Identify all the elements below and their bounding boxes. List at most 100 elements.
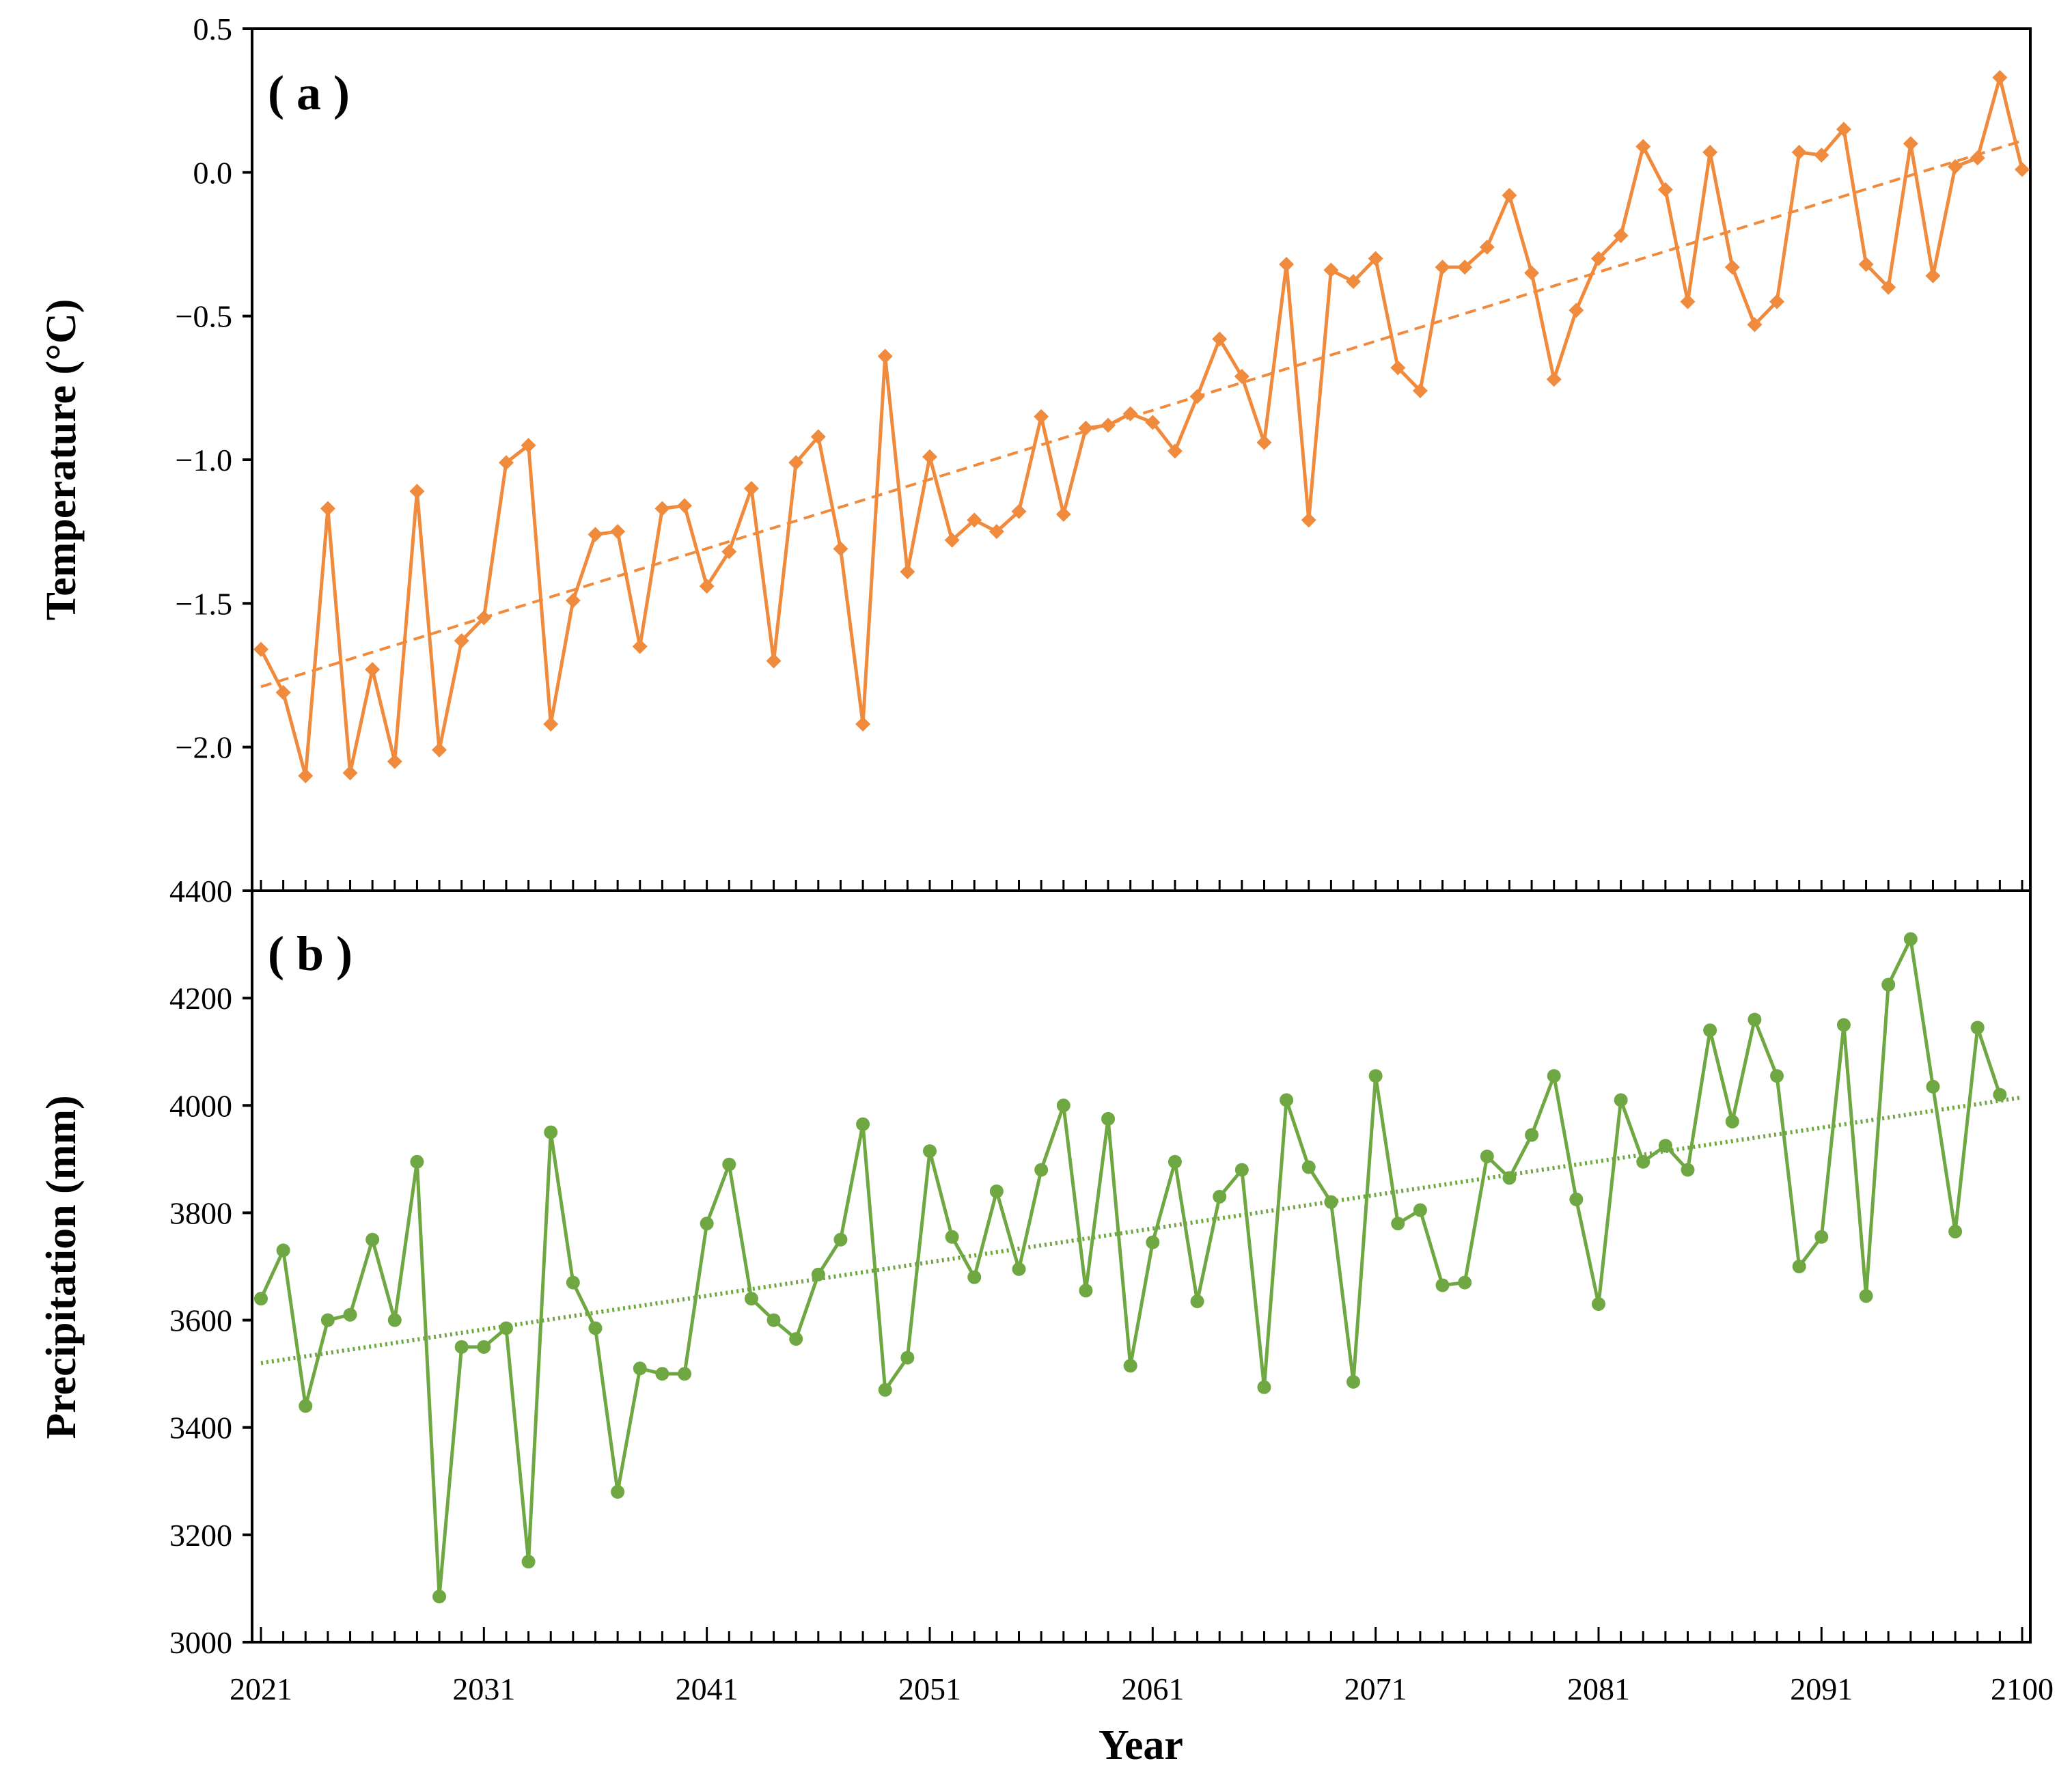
temperature-data-point (1412, 383, 1428, 399)
temperature-data-point (1546, 372, 1562, 387)
precipitation-data-point (722, 1157, 736, 1172)
temperature-y-tick-label: 0.0 (193, 155, 233, 190)
precipitation-data-point (544, 1125, 558, 1139)
temperature-data-point (342, 765, 358, 781)
precipitation-data-point (521, 1555, 536, 1569)
temperature-data-point (989, 524, 1004, 540)
precipitation-data-point (1658, 1139, 1672, 1153)
precipitation-data-point (1034, 1163, 1049, 1177)
precipitation-data-point (432, 1590, 447, 1604)
precipitation-data-point (878, 1383, 892, 1397)
precipitation-data-point (678, 1367, 692, 1381)
temperature-data-point (1390, 360, 1406, 376)
precipitation-data-point (1636, 1154, 1650, 1169)
temperature-data-point (1279, 256, 1295, 272)
temperature-data-point (900, 564, 915, 580)
temperature-y-tick-label: −0.5 (176, 299, 232, 334)
precipitation-data-point (1168, 1154, 1182, 1169)
temperature-data-point (543, 717, 559, 732)
precipitation-data-point (833, 1232, 848, 1247)
precipitation-data-point (1681, 1163, 1695, 1177)
precipitation-data-point (299, 1399, 313, 1413)
temperature-panel: 0.5 0.0 −0.5 −1.0 −1.5 −2.0 ( a ) Temperature… (38, 12, 2032, 892)
temperature-data-point (1858, 256, 1874, 272)
temperature-data-point (1479, 239, 1495, 255)
temperature-data-point (632, 639, 648, 654)
precipitation-data-point (900, 1350, 915, 1365)
temperature-y-tick-label: −2.0 (176, 730, 232, 765)
x-tick-label: 2031 (452, 1672, 515, 1706)
temperature-data-point (1836, 122, 1851, 137)
temperature-data-point (1323, 262, 1339, 278)
precipitation-y-tick-label: 4400 (169, 874, 232, 909)
temperature-y-tick-label: −1.5 (176, 586, 232, 621)
temperature-data-point (365, 662, 381, 678)
temperature-data-point (922, 449, 937, 465)
temperature-data-point (1055, 506, 1071, 522)
precipitation-data-point (789, 1332, 803, 1346)
temperature-x-ticks (260, 880, 2023, 891)
temperature-data-point (253, 641, 268, 657)
temperature-data-point (565, 593, 581, 609)
precipitation-data-point (477, 1340, 491, 1354)
x-tick-label: 2071 (1344, 1672, 1407, 1706)
precipitation-data-point (1213, 1189, 1227, 1204)
precipitation-data-point (499, 1321, 513, 1335)
temperature-data-point (677, 498, 693, 514)
precipitation-data-point (1056, 1098, 1070, 1113)
temperature-data-point (320, 501, 335, 516)
temperature-data-point (432, 742, 447, 758)
temperature-data-point (1346, 274, 1362, 290)
temperature-data-point (1301, 512, 1316, 528)
precipitation-data-point (1234, 1163, 1249, 1177)
precipitation-y-tick-label: 3200 (169, 1518, 232, 1553)
temperature-data-point (1814, 148, 1829, 163)
x-axis-title: Year (1099, 1722, 1183, 1769)
precipitation-data-point (387, 1313, 402, 1327)
precipitation-data-point (611, 1485, 625, 1499)
precipitation-data-point (1770, 1069, 1784, 1083)
temperature-data-point (788, 455, 804, 471)
temperature-panel-label: ( a ) (268, 66, 350, 120)
x-tick-label: 2051 (898, 1672, 961, 1706)
precipitation-data-point (1926, 1079, 1940, 1094)
x-tick-label: 2041 (676, 1672, 738, 1706)
temperature-data-point (454, 633, 469, 649)
precipitation-data-point (1123, 1359, 1137, 1373)
precipitation-data-point (1435, 1278, 1450, 1292)
precipitation-data-point (1569, 1192, 1584, 1206)
precipitation-y-axis-title: Precipitation (mm) (38, 1095, 85, 1439)
temperature-data-point (298, 768, 314, 784)
precipitation-data-point (1257, 1380, 1271, 1394)
precipitation-data-point (700, 1217, 714, 1231)
precipitation-data-point (1101, 1111, 1116, 1126)
temperature-data-point (1702, 144, 1718, 160)
temperature-data-point (810, 429, 826, 445)
temperature-series-line (259, 76, 2024, 778)
temperature-data-point (1613, 227, 1629, 243)
temperature-data-point (1881, 279, 1896, 295)
temperature-data-point (855, 717, 871, 732)
temperature-data-point (654, 501, 670, 516)
precipitation-y-tick-label: 4200 (169, 981, 232, 1016)
temperature-data-point (944, 532, 960, 548)
precipitation-y-tick-label: 3800 (169, 1195, 232, 1230)
precipitation-data-point (1146, 1235, 1160, 1249)
temperature-data-point (1747, 317, 1763, 333)
temperature-data-point (1724, 260, 1740, 275)
temperature-data-point (409, 484, 425, 499)
x-tick-label: 2091 (1790, 1672, 1853, 1706)
temperature-y-tick-label: 0.5 (193, 12, 233, 46)
precipitation-data-point (454, 1340, 469, 1354)
temperature-data-point (1101, 417, 1116, 433)
temperature-data-point (1903, 136, 1918, 152)
precipitation-x-ticks: 2021 2031 2041 2051 2061 2071 2081 2091 2100 (230, 1627, 2054, 1706)
temperature-data-point (387, 753, 402, 769)
temperature-y-ticks: 0.5 0.0 −0.5 −1.0 −1.5 −2.0 (176, 12, 252, 765)
precipitation-data-point (1814, 1230, 1829, 1244)
temperature-data-point (1189, 389, 1205, 404)
precipitation-y-tick-label: 4000 (169, 1088, 232, 1123)
temperature-data-point (275, 684, 291, 700)
temperature-marks (253, 70, 2030, 784)
